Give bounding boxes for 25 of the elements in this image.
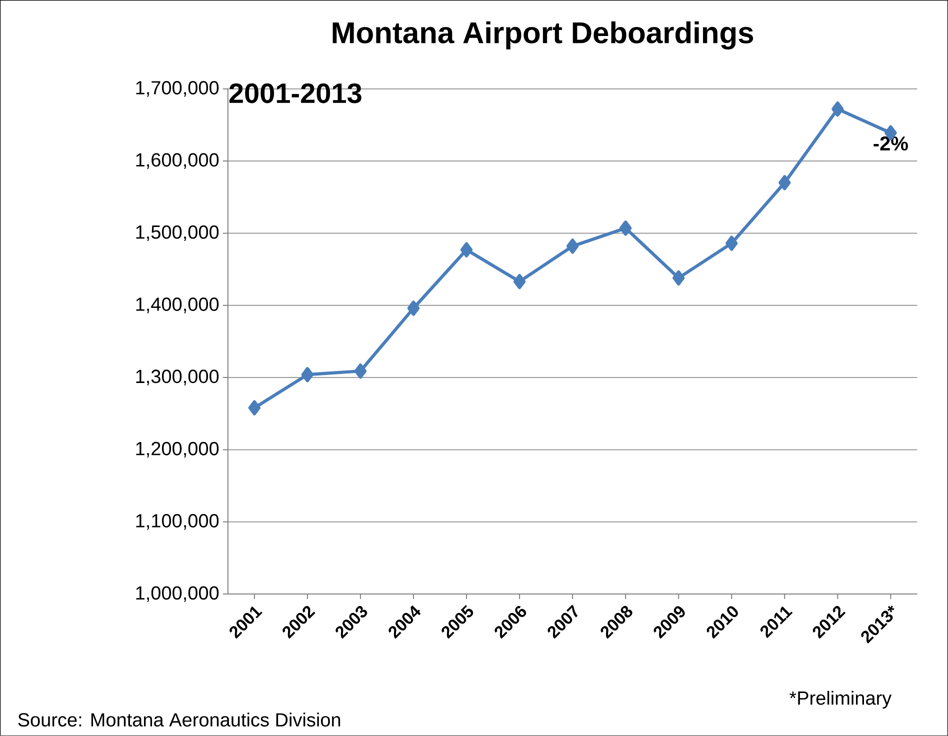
point (460, 242, 473, 258)
y-tick-label: 1,400,000 (136, 298, 219, 314)
point (248, 400, 261, 416)
chart-subtitle: 2001-2013 (229, 83, 362, 104)
y-tick-label: 1,000,000 (136, 586, 219, 602)
point (672, 270, 685, 286)
point (832, 101, 844, 117)
chart-title: Montana Airport Deboardings (332, 21, 754, 50)
point (301, 367, 314, 382)
y-tick-label: 1,600,000 (136, 153, 219, 169)
point (354, 363, 367, 379)
text: *Preliminary (790, 690, 892, 709)
y-tick-label: 1,500,000 (136, 225, 219, 242)
point (566, 238, 579, 254)
point (726, 236, 738, 251)
y-tick-label: 1,700,000 (136, 81, 219, 97)
y-tick-label: 1,300,000 (136, 370, 219, 386)
y-tick-label: 1,200,000 (136, 442, 219, 458)
point (407, 300, 420, 316)
point (619, 220, 632, 236)
annotation: -2% (874, 136, 908, 151)
point (513, 274, 526, 290)
source-note: Source: Montana Aeronautics Division (18, 712, 340, 727)
point (778, 175, 791, 190)
y-tick-label: 1,100,000 (136, 514, 219, 530)
